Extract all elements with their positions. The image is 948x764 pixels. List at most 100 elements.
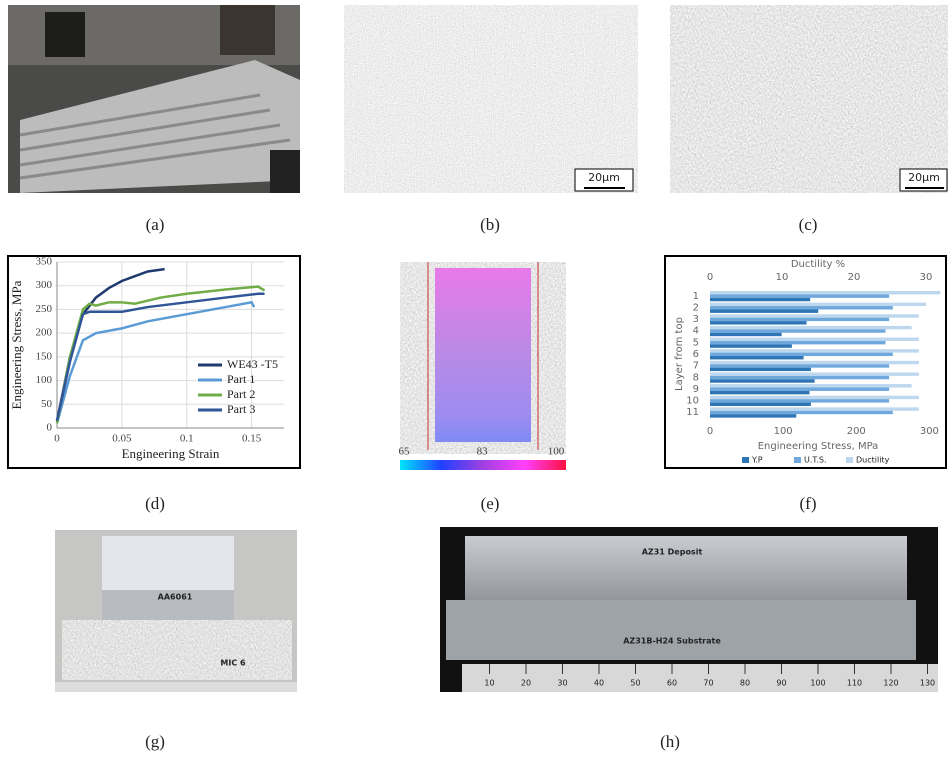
ruler-label: 90: [776, 679, 786, 688]
scale-label: 20μm: [588, 171, 620, 184]
x-tick-label: 200: [847, 426, 866, 437]
legend-label: Part 1: [227, 372, 255, 386]
ruler-label: 50: [630, 679, 640, 688]
figure: 20μm 20μm AA6061 MIC 6 AZ31 Deposit AZ31…: [0, 0, 948, 764]
x-tick-label: 300: [920, 426, 939, 437]
colorbar-tick-label: 65: [399, 446, 411, 458]
y-tick-label: 0: [47, 422, 53, 434]
y-tick-label: 7: [693, 361, 699, 372]
legend-label: Y.P: [751, 456, 763, 465]
bar: [710, 414, 796, 417]
x-tick-label: 0.15: [242, 433, 262, 445]
bar: [710, 318, 889, 321]
x2-tick-label: 30: [920, 272, 933, 283]
legend-label: Part 2: [227, 387, 255, 401]
y-axis-title: Layer from top: [674, 317, 685, 391]
x-tick-label: 0: [707, 426, 713, 437]
bar: [710, 391, 809, 394]
y-tick-label: 8: [693, 372, 699, 383]
colorbar-tick-label: 83: [477, 446, 489, 458]
y-tick-label: 3: [693, 314, 699, 325]
caption: (c): [799, 215, 818, 234]
bar: [710, 321, 807, 324]
photo-label: AZ31B-H24 Substrate: [623, 637, 721, 646]
ruler-label: 70: [703, 679, 713, 688]
bar: [710, 403, 811, 406]
x2-tick-label: 0: [707, 272, 713, 283]
photo-e: [400, 262, 566, 470]
x-tick-label: 0.1: [180, 433, 194, 445]
caption: (d): [145, 494, 165, 513]
caption: (g): [145, 732, 165, 751]
photo-label: AA6061: [158, 593, 193, 602]
bar: [710, 314, 919, 317]
caption: (f): [800, 494, 817, 513]
legend-label: WE43 -T5: [227, 357, 278, 371]
bar: [710, 326, 912, 329]
photo-g: [55, 530, 297, 692]
bar: [710, 338, 919, 341]
x-tick-label: 100: [774, 426, 793, 437]
bar: [710, 364, 889, 367]
ruler-label: 110: [847, 679, 862, 688]
colorbar-tick-label: 100: [548, 446, 565, 458]
y-tick-label: 6: [693, 349, 699, 360]
y-tick-label: 11: [686, 407, 699, 418]
bar: [710, 291, 940, 294]
y-tick-label: 9: [693, 384, 699, 395]
bar: [710, 309, 818, 312]
ruler-label: 40: [594, 679, 604, 688]
bar: [710, 379, 815, 382]
y-tick-label: 50: [41, 398, 53, 410]
photo-label: MIC 6: [220, 659, 246, 668]
y-tick-label: 200: [36, 327, 53, 339]
x2-tick-label: 10: [776, 272, 789, 283]
micrograph-b: [344, 5, 638, 193]
bar: [710, 411, 893, 414]
caption: (b): [480, 215, 500, 234]
y-tick-label: 2: [693, 302, 699, 313]
bar: [710, 399, 889, 402]
ruler-label: 100: [810, 679, 825, 688]
bar: [710, 329, 886, 332]
x-axis-title: Engineering Stress, MPa: [758, 441, 879, 452]
bar: [710, 356, 804, 359]
ruler-label: 130: [920, 679, 935, 688]
ruler-label: 20: [521, 679, 531, 688]
legend-swatch: [742, 457, 749, 463]
y-axis-title: Engineering Stress, MPa: [9, 280, 24, 409]
y-tick-label: 150: [36, 350, 53, 362]
legend-label: Part 3: [227, 402, 255, 416]
legend-swatch: [794, 457, 801, 463]
bar: [710, 294, 889, 297]
bar: [710, 344, 792, 347]
ruler-label: 120: [883, 679, 898, 688]
bar: [710, 349, 919, 352]
bar: [710, 361, 919, 364]
x2-axis-title: Ductility %: [791, 259, 845, 270]
bar: [710, 333, 782, 336]
x-axis-title: Engineering Strain: [122, 446, 220, 461]
bar: [710, 372, 919, 375]
y-tick-label: 5: [693, 337, 699, 348]
bar: [710, 303, 926, 306]
bar: [710, 407, 919, 410]
scale-label: 20μm: [908, 171, 940, 184]
bar: [710, 353, 893, 356]
photo-label: AZ31 Deposit: [642, 548, 703, 557]
caption: (h): [660, 732, 680, 751]
bar: [710, 384, 912, 387]
ruler-label: 60: [667, 679, 677, 688]
bar: [710, 376, 889, 379]
bar: [710, 368, 811, 371]
bar: [710, 396, 919, 399]
y-tick-label: 10: [686, 396, 699, 407]
micrograph-c: [670, 5, 948, 193]
photo-a: [8, 5, 300, 193]
bar: [710, 306, 893, 309]
legend-label: Ductility: [856, 456, 890, 465]
y-tick-label: 300: [36, 279, 53, 291]
legend-label: U.T.S.: [804, 456, 827, 465]
ruler-label: 80: [740, 679, 750, 688]
bar: [710, 341, 886, 344]
